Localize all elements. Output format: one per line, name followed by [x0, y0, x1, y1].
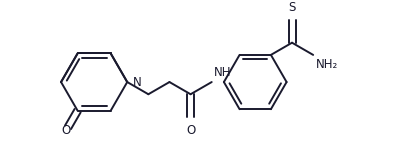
Text: NH: NH — [214, 66, 231, 79]
Text: S: S — [288, 1, 295, 14]
Text: O: O — [62, 124, 71, 137]
Text: O: O — [185, 124, 195, 137]
Text: N: N — [132, 76, 141, 88]
Text: NH₂: NH₂ — [315, 57, 337, 71]
